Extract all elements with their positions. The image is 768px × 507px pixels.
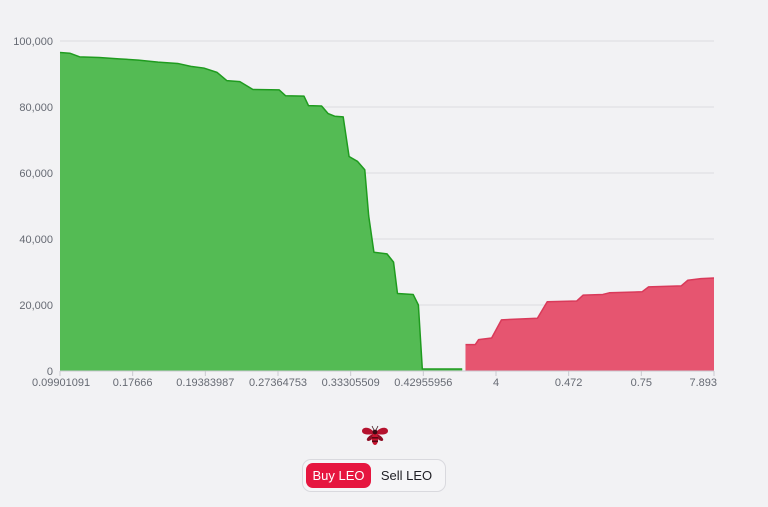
bid-depth-line [59, 51, 463, 370]
bid-depth-area [60, 52, 463, 372]
y-tick-label: 80,000 [19, 102, 53, 114]
chart-areas [59, 51, 715, 372]
ask-depth-area [465, 277, 714, 371]
sell-leo-button[interactable]: Sell LEO [380, 468, 433, 483]
y-tick-label: 20,000 [19, 300, 53, 312]
y-tick-label: 60,000 [19, 168, 53, 180]
y-tick-label: 100,000 [13, 36, 53, 48]
y-tick-label: 40,000 [19, 234, 53, 246]
buy-sell-toggle: Buy LEO Sell LEO [302, 459, 446, 492]
ask-depth-line [465, 277, 715, 346]
bee-icon [361, 424, 389, 448]
x-tick-label: 7.893 [689, 377, 717, 389]
y-tick-label: 0 [47, 366, 53, 378]
buy-leo-button[interactable]: Buy LEO [306, 463, 372, 488]
x-tick-label: 0.19383987 [176, 377, 234, 389]
x-tick-label: 0.27364753 [249, 377, 307, 389]
x-tick-label: 0.09901091 [32, 377, 90, 389]
x-tick-label: 0.17666 [113, 377, 153, 389]
x-tick-label: 0.33305509 [322, 377, 380, 389]
x-axis-ticks: 0.09901091 0.17666 0.19383987 0.27364753 0.3… [32, 371, 717, 389]
depth-chart: 0 20,000 40,000 60,000 80,000 100,000 0.09901… [13, 36, 717, 389]
x-tick-label: 0.42955956 [394, 377, 452, 389]
y-axis-ticks: 0 20,000 40,000 60,000 80,000 100,000 [13, 36, 53, 378]
x-tick-label: 0.472 [555, 377, 583, 389]
x-tick-label: 0.75 [631, 377, 652, 389]
x-tick-label: 4 [493, 377, 499, 389]
